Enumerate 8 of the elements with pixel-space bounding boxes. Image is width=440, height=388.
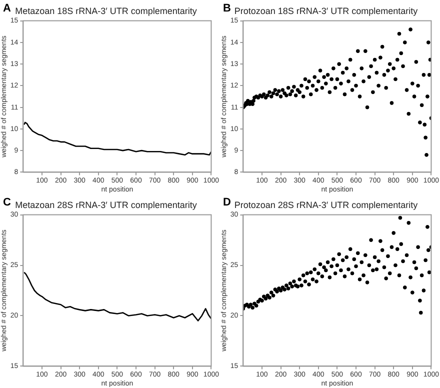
text: C — [3, 196, 11, 209]
text: A — [3, 2, 11, 15]
text: D — [223, 196, 231, 209]
text: B — [223, 2, 231, 15]
chart-title: Protozoan 18S rRNA-3′ UTR complementarity — [234, 6, 418, 16]
chart-title: Protozoan 28S rRNA-3′ UTR complementarity — [234, 200, 418, 210]
chart-title: Metazoan 18S rRNA-3′ UTR complementarity — [15, 6, 198, 16]
chart-title: Metazoan 28S rRNA-3′ UTR complementarity — [15, 200, 198, 210]
